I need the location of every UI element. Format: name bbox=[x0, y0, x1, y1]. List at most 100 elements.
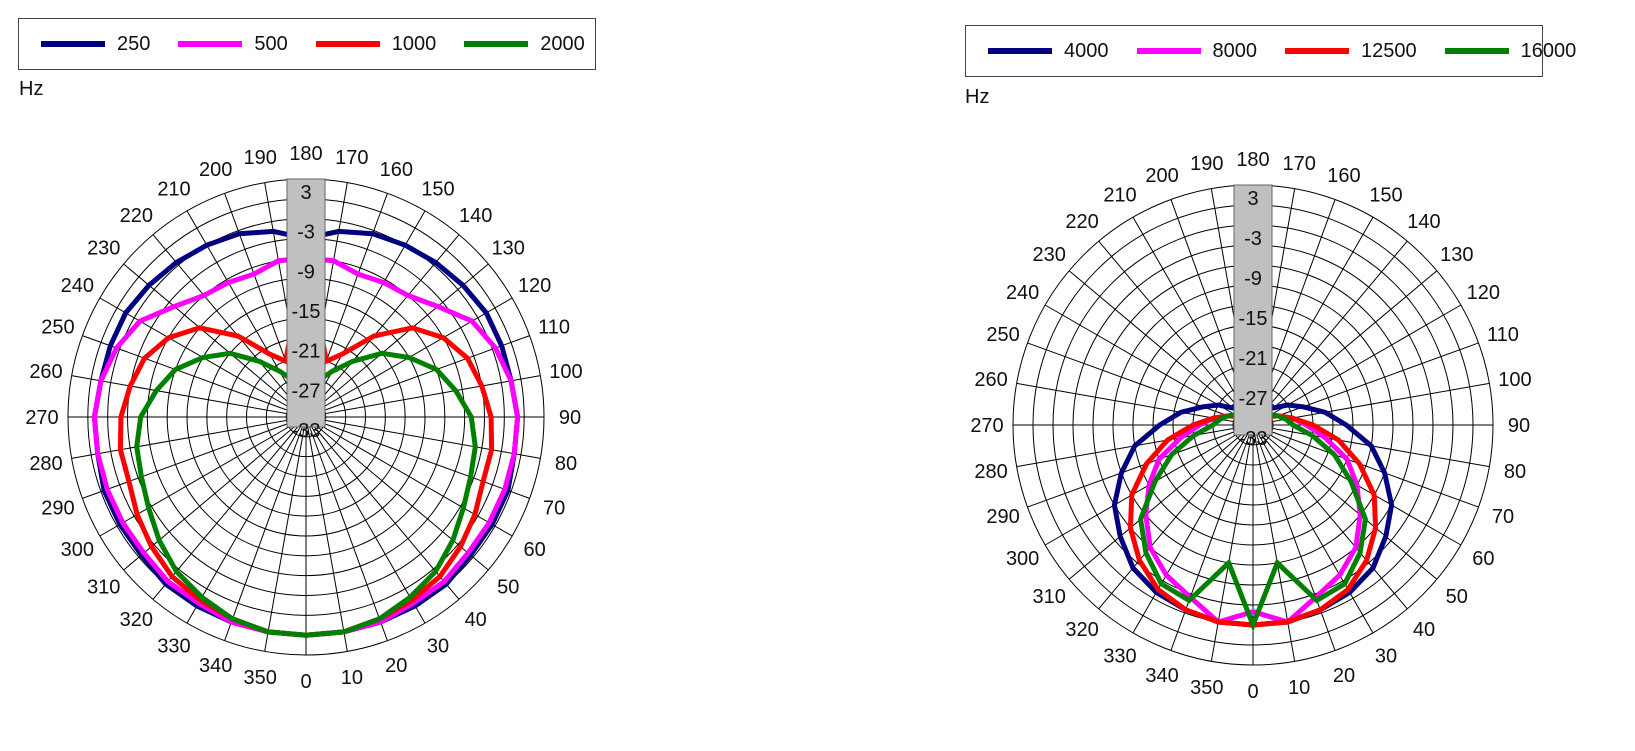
grid-spoke bbox=[99, 416, 307, 537]
grid-spoke bbox=[1252, 216, 1374, 426]
grid-spoke bbox=[1132, 424, 1254, 634]
legend-label-12500: 12500 bbox=[1361, 39, 1417, 62]
angle-tick-label: 310 bbox=[87, 577, 120, 599]
angle-tick-label: 20 bbox=[385, 655, 407, 677]
angle-tick-label: 160 bbox=[380, 159, 413, 181]
radial-tick-label: -33 bbox=[1239, 428, 1268, 450]
angle-tick-label: 280 bbox=[974, 461, 1007, 483]
grid-spoke bbox=[264, 416, 307, 652]
angle-tick-label: 240 bbox=[61, 275, 94, 297]
legend-item-2000: 2000 bbox=[464, 33, 585, 56]
legend-swatch-250 bbox=[41, 41, 105, 47]
angle-tick-label: 120 bbox=[1467, 282, 1500, 304]
angle-tick-label: 340 bbox=[199, 655, 232, 677]
grid-spoke bbox=[82, 335, 307, 418]
angle-tick-label: 200 bbox=[199, 159, 232, 181]
grid-spoke bbox=[1252, 342, 1479, 426]
angle-tick-label: 320 bbox=[120, 609, 153, 631]
grid-spoke bbox=[82, 416, 307, 499]
angle-tick-label: 180 bbox=[289, 143, 322, 165]
angle-tick-label: 280 bbox=[29, 453, 62, 475]
radial-tick-label: 3 bbox=[1247, 188, 1258, 210]
grid-spoke bbox=[1098, 240, 1254, 426]
grid-spoke bbox=[186, 416, 307, 624]
grid-spoke bbox=[305, 416, 541, 459]
angle-tick-label: 190 bbox=[243, 147, 276, 169]
angle-tick-label: 60 bbox=[1472, 548, 1494, 570]
angle-tick-label: 70 bbox=[543, 497, 565, 519]
radial-tick-label: -3 bbox=[297, 222, 315, 244]
radial-tick-label: -27 bbox=[292, 380, 321, 402]
angle-tick-label: 80 bbox=[555, 453, 577, 475]
radial-tick-label: -15 bbox=[1239, 308, 1268, 330]
angle-tick-label: 70 bbox=[1492, 506, 1514, 528]
polar-chart-high-frequencies: 4000 8000 12500 16000 Hz 0 10 20 30 40 50 60 70… bbox=[800, 0, 1600, 751]
angle-tick-label: 140 bbox=[459, 205, 492, 227]
angle-tick-label: 30 bbox=[1375, 645, 1397, 667]
angle-tick-label: 250 bbox=[986, 324, 1019, 346]
angle-tick-label: 160 bbox=[1327, 165, 1360, 187]
angle-tick-label: 100 bbox=[549, 361, 582, 383]
angle-tick-label: 60 bbox=[524, 539, 546, 561]
angle-tick-label: 10 bbox=[341, 667, 363, 689]
legend-item-250: 250 bbox=[41, 33, 150, 56]
grid-spoke bbox=[305, 416, 489, 571]
radial-tick-label: -9 bbox=[297, 261, 315, 283]
grid-spoke bbox=[1252, 424, 1408, 610]
grid-spoke bbox=[305, 263, 489, 418]
angle-tick-label: 40 bbox=[1413, 619, 1435, 641]
angle-tick-label: 220 bbox=[1065, 211, 1098, 233]
grid-spoke bbox=[224, 416, 307, 641]
radial-tick-label: -33 bbox=[292, 420, 321, 442]
grid-spoke bbox=[1252, 424, 1336, 651]
grid-spoke bbox=[1252, 424, 1479, 508]
grid-spoke bbox=[1068, 424, 1254, 580]
legend: 4000 8000 12500 16000 bbox=[965, 25, 1576, 77]
grid-spoke bbox=[305, 375, 541, 418]
grid-spoke bbox=[123, 416, 307, 571]
angle-tick-label: 170 bbox=[1283, 153, 1316, 175]
radial-tick-label: -21 bbox=[292, 341, 321, 363]
angle-tick-label: 180 bbox=[1236, 149, 1269, 171]
legend-label-8000: 8000 bbox=[1212, 39, 1258, 62]
angle-tick-label: 260 bbox=[29, 361, 62, 383]
grid-spoke bbox=[305, 335, 530, 418]
legend-item-500: 500 bbox=[178, 33, 288, 56]
legend-label-16000: 16000 bbox=[1520, 39, 1577, 62]
angle-tick-label: 290 bbox=[41, 497, 74, 519]
grid-spoke bbox=[71, 416, 307, 459]
angle-tick-label: 300 bbox=[61, 539, 94, 561]
radial-scale-box bbox=[1233, 184, 1273, 436]
grid-spoke bbox=[305, 416, 426, 624]
grid-spoke bbox=[1252, 240, 1408, 426]
grid-spoke bbox=[1252, 424, 1374, 634]
angle-tick-label: 130 bbox=[492, 237, 525, 259]
grid-spoke bbox=[305, 416, 348, 652]
angle-tick-label: 150 bbox=[1369, 185, 1402, 207]
grid-spoke bbox=[305, 234, 460, 418]
angle-tick-label: 310 bbox=[1033, 586, 1066, 608]
angle-tick-label: 90 bbox=[1508, 415, 1530, 437]
angle-tick-label: 110 bbox=[538, 317, 570, 339]
legend-label-4000: 4000 bbox=[1064, 39, 1109, 62]
angle-tick-label: 190 bbox=[1190, 153, 1223, 175]
grid-spoke bbox=[1027, 424, 1254, 508]
grid-spoke bbox=[305, 416, 388, 641]
radial-tick-label: -27 bbox=[1239, 388, 1268, 410]
angle-tick-label: 10 bbox=[1288, 677, 1310, 699]
radial-tick-label: -9 bbox=[1244, 268, 1262, 290]
grid-spoke bbox=[1252, 424, 1438, 580]
angle-tick-label: 130 bbox=[1440, 244, 1473, 266]
grid-spoke bbox=[305, 416, 530, 499]
grid-spoke bbox=[1027, 342, 1254, 426]
angle-tick-label: 320 bbox=[1065, 619, 1098, 641]
legend-swatch-8000 bbox=[1136, 48, 1201, 54]
angle-tick-label: 250 bbox=[41, 317, 74, 339]
angle-tick-label: 170 bbox=[335, 147, 368, 169]
grid-spoke bbox=[305, 416, 460, 600]
angle-tick-label: 40 bbox=[465, 609, 487, 631]
legend-swatch-16000 bbox=[1444, 48, 1509, 54]
legend-swatch-1000 bbox=[315, 41, 380, 47]
angle-tick-label: 340 bbox=[1145, 665, 1178, 687]
